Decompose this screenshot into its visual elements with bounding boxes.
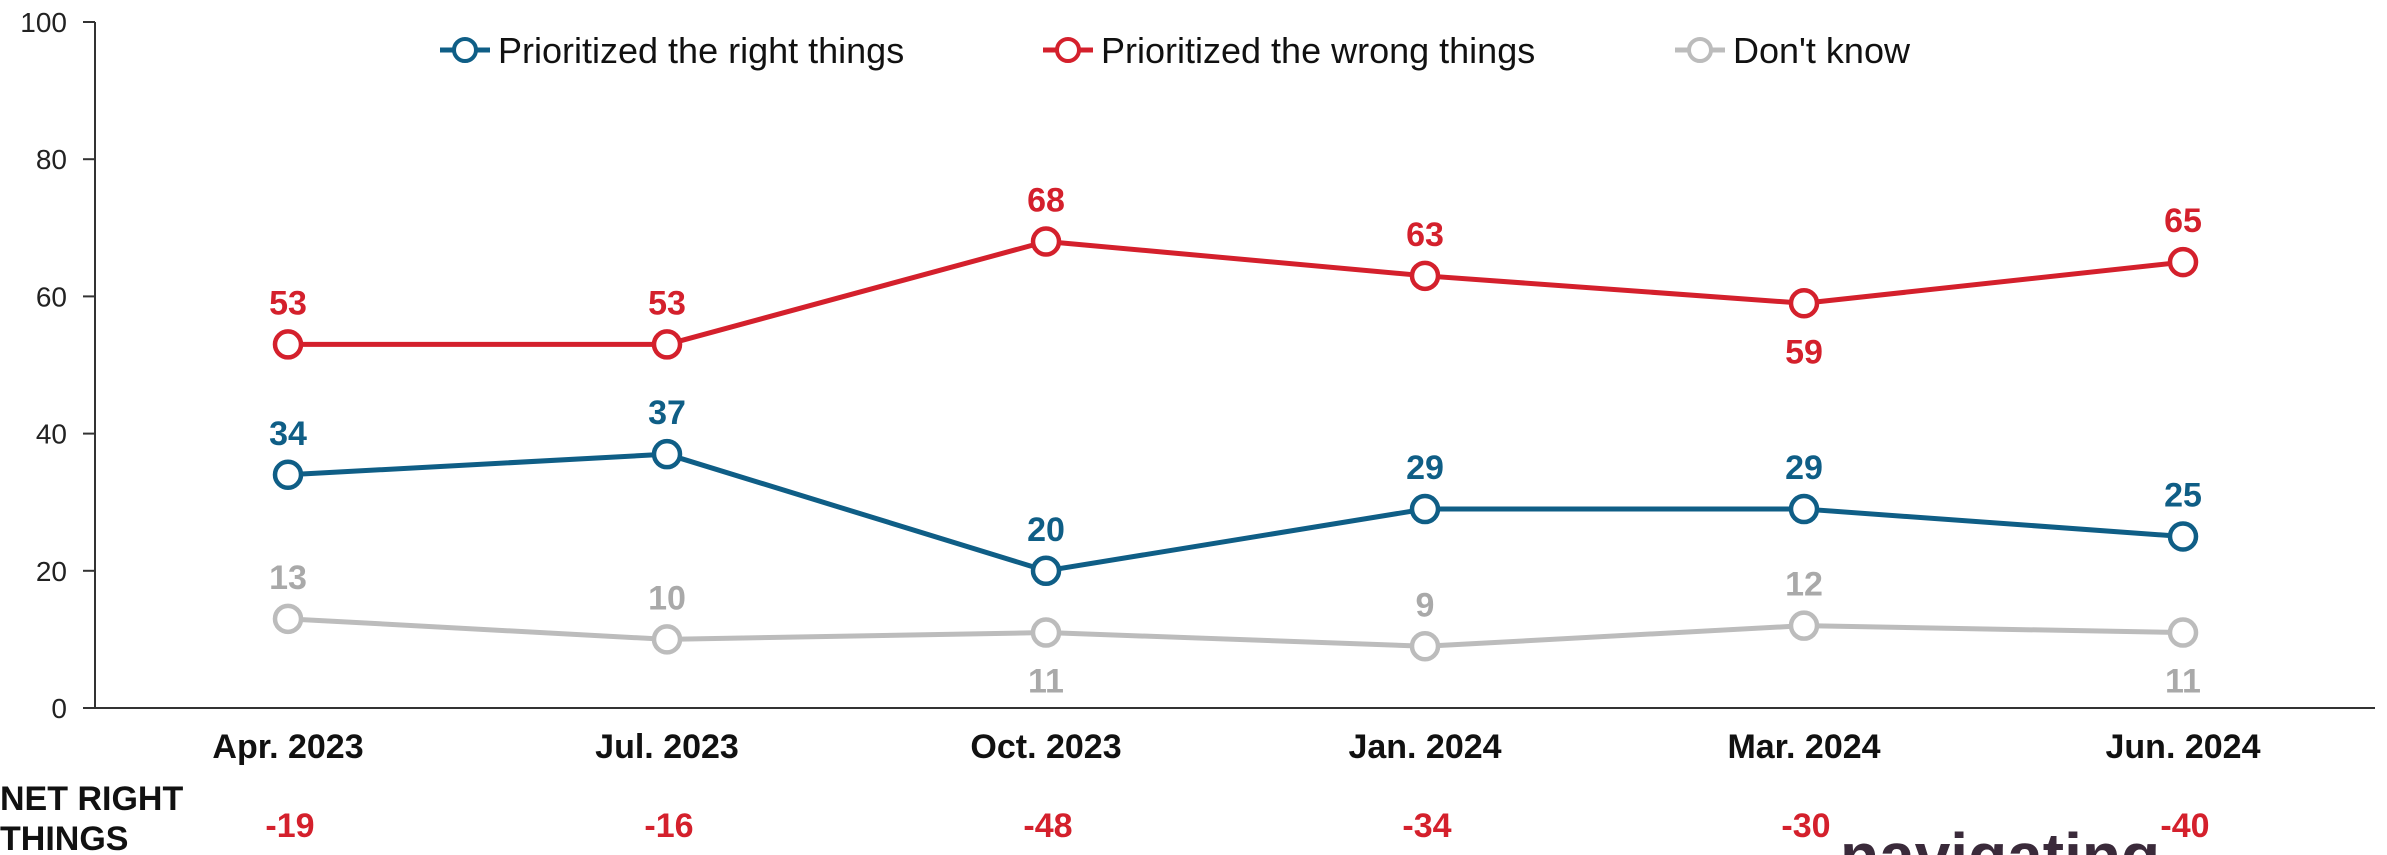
legend-item: Prioritized the wrong things bbox=[1043, 30, 1535, 71]
net-value: -48 bbox=[1023, 807, 1072, 845]
legend-item: Prioritized the right things bbox=[440, 30, 904, 71]
data-label: 12 bbox=[1785, 566, 1823, 604]
legend-label: Don't know bbox=[1733, 30, 1911, 71]
series-group: 34 37 20 29 29 25 bbox=[269, 394, 2202, 587]
data-label: 53 bbox=[269, 284, 307, 322]
data-point bbox=[2167, 617, 2199, 648]
y-axis: 0 20 40 60 80 100 bbox=[20, 7, 96, 724]
data-label: 13 bbox=[269, 559, 307, 597]
x-tick-label: Oct. 2023 bbox=[970, 728, 1121, 766]
x-tick-label: Jun. 2024 bbox=[2106, 728, 2261, 766]
net-row-title-line2: THINGS bbox=[0, 820, 128, 855]
data-point bbox=[1788, 288, 1820, 319]
data-point bbox=[1030, 555, 1062, 587]
series-line bbox=[288, 239, 2184, 347]
y-tick-label: 20 bbox=[36, 556, 67, 587]
data-point bbox=[1409, 631, 1441, 662]
data-label: 20 bbox=[1027, 511, 1065, 549]
data-point bbox=[651, 329, 683, 360]
data-point bbox=[1409, 493, 1441, 525]
data-point bbox=[272, 603, 304, 635]
legend-circle-marker bbox=[452, 37, 478, 63]
data-label: 10 bbox=[648, 579, 686, 617]
y-tick-label: 60 bbox=[36, 281, 67, 312]
data-point bbox=[1788, 610, 1820, 641]
series-line bbox=[287, 451, 2184, 574]
y-tick-label: 0 bbox=[51, 693, 67, 724]
series-layer: 34 37 20 29 29 25 53 53 68 63 59 65 13 10 11 9 12 11 bbox=[269, 182, 2202, 701]
data-point bbox=[651, 624, 683, 655]
data-point bbox=[272, 459, 304, 491]
y-tick-label: 80 bbox=[36, 144, 67, 175]
data-label: 68 bbox=[1027, 182, 1065, 220]
data-label: 53 bbox=[648, 284, 686, 322]
legend-label: Prioritized the right things bbox=[498, 30, 904, 71]
data-label: 25 bbox=[2164, 477, 2202, 515]
y-tick-label: 100 bbox=[20, 7, 67, 38]
legend-label: Prioritized the wrong things bbox=[1101, 30, 1535, 71]
data-label: 29 bbox=[1406, 449, 1444, 487]
x-axis: Apr. 2023 Jul. 2023 Oct. 2023 Jan. 2024 Mar.… bbox=[95, 707, 2375, 766]
data-point bbox=[1788, 493, 1820, 525]
data-label: 11 bbox=[1028, 663, 1064, 701]
data-point bbox=[2167, 246, 2199, 278]
brand-watermark: navigating bbox=[1840, 820, 2160, 855]
data-label: 29 bbox=[1785, 449, 1823, 487]
legend: Prioritized the right things Prioritized … bbox=[440, 30, 1911, 71]
net-row-title-line1: NET RIGHT bbox=[0, 780, 183, 818]
x-tick-label: Jul. 2023 bbox=[595, 728, 739, 766]
legend-circle-marker bbox=[1687, 37, 1713, 63]
legend-circle-marker bbox=[1055, 37, 1081, 63]
legend-item: Don't know bbox=[1675, 30, 1911, 71]
data-point bbox=[2167, 521, 2199, 552]
data-point bbox=[1030, 617, 1062, 648]
net-value: -19 bbox=[265, 807, 314, 845]
x-tick-label: Apr. 2023 bbox=[212, 728, 363, 766]
x-tick-label: Jan. 2024 bbox=[1348, 728, 1501, 766]
data-label: 34 bbox=[269, 415, 307, 453]
net-value: -34 bbox=[1402, 807, 1451, 845]
data-label: 9 bbox=[1416, 586, 1435, 624]
data-label: 11 bbox=[2165, 663, 2201, 701]
x-tick-label: Mar. 2024 bbox=[1727, 728, 1880, 766]
data-label: 37 bbox=[648, 394, 686, 432]
series-group: 13 10 11 9 12 11 bbox=[269, 559, 2201, 701]
data-point bbox=[651, 438, 683, 470]
net-value: -40 bbox=[2160, 807, 2209, 845]
series-line bbox=[287, 616, 2184, 649]
y-tick-label: 40 bbox=[36, 419, 67, 450]
series-group: 53 53 68 63 59 65 bbox=[269, 182, 2202, 372]
data-point bbox=[1409, 260, 1441, 292]
data-point bbox=[1030, 226, 1062, 257]
data-label: 59 bbox=[1785, 333, 1823, 371]
net-value: -16 bbox=[644, 807, 693, 845]
net-value: -30 bbox=[1781, 807, 1830, 845]
data-label: 65 bbox=[2164, 202, 2202, 240]
data-label: 63 bbox=[1406, 216, 1444, 254]
data-point bbox=[272, 329, 304, 360]
